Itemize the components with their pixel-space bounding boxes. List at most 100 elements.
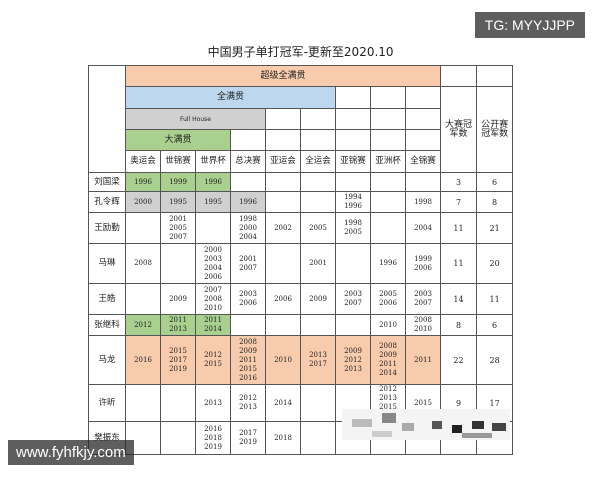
- major-count: 22: [440, 335, 477, 385]
- title-years-cell: 1998 2000 2004: [230, 212, 266, 244]
- blank-cell: [230, 129, 266, 151]
- group-full-grand-slam: 全满贯: [125, 86, 336, 109]
- event-header: 亚洲杯: [370, 150, 406, 173]
- title-years-cell: 2003 2006: [230, 283, 266, 315]
- title-years-cell: [300, 384, 336, 422]
- title-years-cell: [265, 172, 301, 192]
- event-header: 全锦赛: [405, 150, 441, 173]
- title-years-cell: 2003 2007: [335, 283, 371, 315]
- title-years-cell: 2016: [125, 335, 161, 385]
- title-years-cell: 1995: [160, 191, 196, 213]
- watermark-top: TG: MYYJJPP: [474, 12, 585, 38]
- title-years-cell: 2007 2008 2010: [195, 283, 231, 315]
- title-years-cell: 1996: [125, 172, 161, 192]
- header-row-super: 超级全满贯: [88, 65, 514, 173]
- title-years-cell: [265, 314, 301, 336]
- title-years-cell: 2011 2013: [160, 314, 196, 336]
- group-full-house: Full House: [125, 108, 266, 130]
- title-years-cell: 2017 2019: [230, 421, 266, 455]
- title-years-cell: 1999: [160, 172, 196, 192]
- blank-cell: [475, 65, 514, 87]
- title-years-cell: 2008 2009 2011 2014: [370, 335, 406, 385]
- title-years-cell: [370, 191, 406, 213]
- player-row: 马琳 2008 2000 2003 2004 2006 2001 2007 2001 19…: [88, 243, 514, 284]
- blank-cell: [405, 108, 441, 130]
- player-name: 孔令辉: [88, 191, 126, 213]
- event-header: 总决赛: [230, 150, 266, 173]
- blank-cell: [300, 129, 336, 151]
- title-years-cell: 2008 2009 2011 2015 2016: [230, 335, 266, 385]
- blank-cell: [370, 129, 406, 151]
- player-row: 张继科 2012 2011 2013 2011 2014 2010 2008 2010 8 6: [88, 314, 514, 336]
- title-years-cell: 2004: [405, 212, 441, 244]
- player-name: 王皓: [88, 283, 126, 315]
- event-header: 全运会: [300, 150, 336, 173]
- open-count: 6: [475, 314, 514, 336]
- title-years-cell: 2001 2005 2007: [160, 212, 196, 244]
- title-years-cell: [370, 172, 406, 192]
- open-count: 21: [475, 212, 514, 244]
- title-years-cell: 2003 2007: [405, 283, 441, 315]
- corner-cell: [88, 65, 126, 173]
- title-years-cell: [230, 172, 266, 192]
- player-row: 王皓 2009 2007 2008 2010 2003 2006 2006 2009 200…: [88, 283, 514, 315]
- title-years-cell: 1999 2006: [405, 243, 441, 284]
- player-name: 王励勤: [88, 212, 126, 244]
- player-name: 马琳: [88, 243, 126, 284]
- player-row: 王励勤 2001 2005 2007 1998 2000 2004 2002 2005 1…: [88, 212, 514, 244]
- title-years-cell: 2008: [125, 243, 161, 284]
- title-years-cell: 1996: [195, 172, 231, 192]
- open-count: 6: [475, 172, 514, 192]
- title-years-cell: [230, 314, 266, 336]
- player-name: 张继科: [88, 314, 126, 336]
- title-years-cell: 2008 2010: [405, 314, 441, 336]
- title-years-cell: [125, 283, 161, 315]
- title-years-cell: 2001: [300, 243, 336, 284]
- header-open-count: 公开赛冠军数: [475, 86, 514, 173]
- title-years-cell: 2015 2017 2019: [160, 335, 196, 385]
- group-grand-slam: 大满贯: [125, 129, 231, 151]
- title-years-cell: [300, 172, 336, 192]
- event-header: 亚锦赛: [335, 150, 371, 173]
- open-count: 28: [475, 335, 514, 385]
- open-count: 20: [475, 243, 514, 284]
- title-years-cell: 2012: [125, 314, 161, 336]
- title-years-cell: [335, 243, 371, 284]
- title-years-cell: [160, 421, 196, 455]
- major-count: 14: [440, 283, 477, 315]
- title-years-cell: 2018: [265, 421, 301, 455]
- title-years-cell: 2006: [265, 283, 301, 315]
- title-years-cell: 2016 2018 2019: [195, 421, 231, 455]
- title-years-cell: [335, 314, 371, 336]
- title-years-cell: 2011: [405, 335, 441, 385]
- header-row-full: 全满贯 大赛冠军数 公开赛冠军数: [89, 86, 514, 173]
- title-years-cell: 1994 1996: [335, 191, 371, 213]
- title-years-cell: 2001 2007: [230, 243, 266, 284]
- title-years-cell: 2010: [370, 314, 406, 336]
- blank-cell: [335, 129, 371, 151]
- title-years-cell: 2002: [265, 212, 301, 244]
- title-years-cell: [300, 191, 336, 213]
- title-years-cell: 2010: [265, 335, 301, 385]
- player-name: 刘国梁: [88, 172, 126, 192]
- player-row: 刘国梁 1996 1999 1996 3 6: [88, 172, 514, 192]
- blank-cell: [405, 86, 441, 109]
- title-years-cell: 1998: [405, 191, 441, 213]
- title-years-cell: 1996: [230, 191, 266, 213]
- title-years-cell: 1995: [195, 191, 231, 213]
- champions-table: 中国男子单打冠军-更新至2020.10 超级全满贯 全满贯 大赛冠军数 公开赛冠军数 Fu…: [88, 40, 514, 455]
- title-row: 中国男子单打冠军-更新至2020.10: [88, 40, 513, 66]
- title-years-cell: 2011 2014: [195, 314, 231, 336]
- title-years-cell: 2000: [125, 191, 161, 213]
- title-years-cell: 2005: [300, 212, 336, 244]
- title-years-cell: 1996: [370, 243, 406, 284]
- title-years-cell: 2014: [265, 384, 301, 422]
- title-years-cell: [160, 384, 196, 422]
- blank-cell: [300, 108, 336, 130]
- blank-cell: [265, 108, 301, 130]
- title-years-cell: [405, 172, 441, 192]
- title-years-cell: 2000 2003 2004 2006: [195, 243, 231, 284]
- blank-cell: [405, 129, 441, 151]
- title-years-cell: 2013: [195, 384, 231, 422]
- title-years-cell: [195, 212, 231, 244]
